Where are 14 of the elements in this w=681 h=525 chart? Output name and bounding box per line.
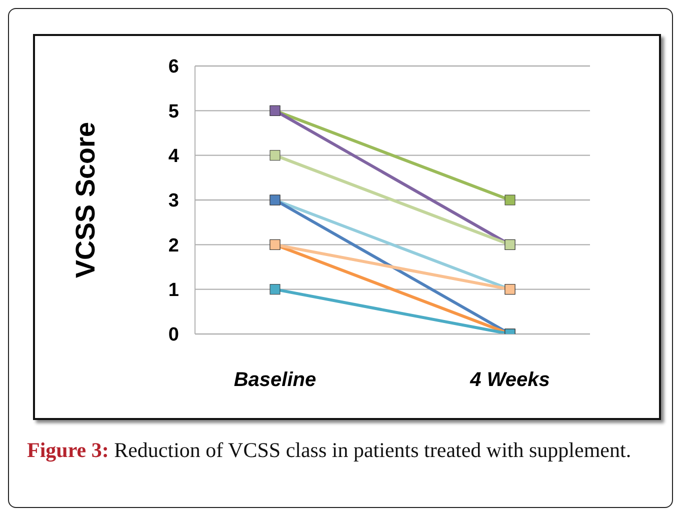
y-tick-label: 6 — [168, 56, 179, 78]
y-tick-label: 3 — [168, 190, 179, 212]
point — [270, 284, 280, 295]
caption: Figure 3: Reduction of VCSS class in patients treated with supplement. — [27, 438, 632, 462]
y-tick-label: 4 — [168, 146, 180, 168]
y-tick-label: 1 — [168, 280, 180, 302]
y-tick-label: 5 — [168, 101, 180, 122]
point — [504, 194, 516, 206]
y-axis-title: VCSS Score — [70, 122, 101, 278]
point — [270, 150, 280, 161]
x-tick-label: 4 Weeks — [469, 369, 550, 392]
y-tick-label: 2 — [168, 235, 179, 256]
y-tick-label: 0 — [168, 324, 179, 346]
x-tick-label: Baseline — [234, 369, 316, 392]
